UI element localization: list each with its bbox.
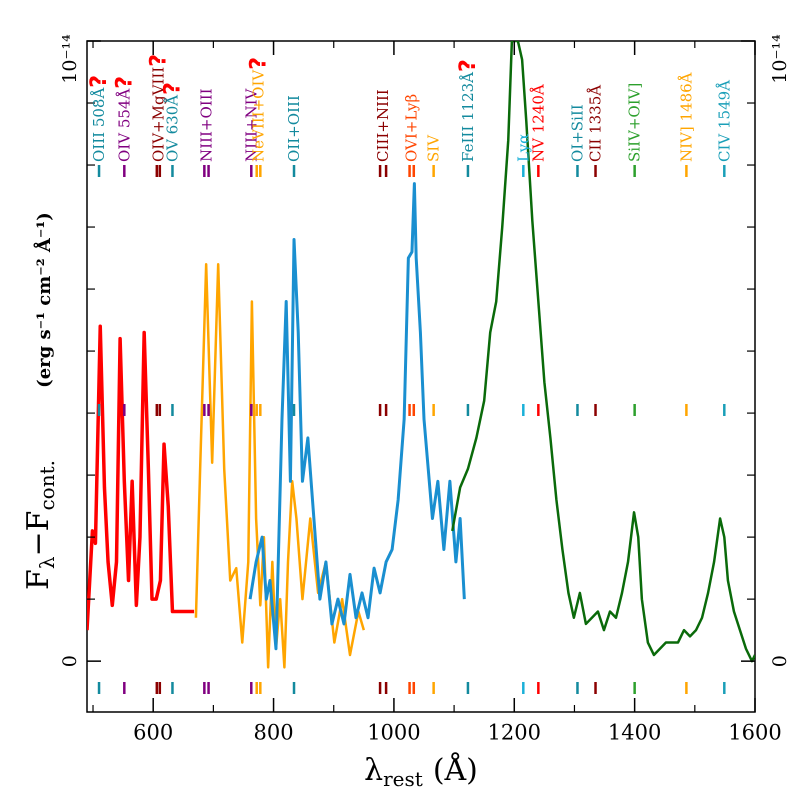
line-label-text: OII+OIII: [285, 95, 303, 162]
x-tick-label: 800: [254, 721, 294, 745]
y-tick-label: 10⁻¹⁴: [769, 34, 791, 84]
y-label-sub: cont.: [35, 460, 59, 511]
x-tick-label: 600: [133, 721, 173, 745]
line-label: OVI+Lyβ: [403, 94, 421, 162]
spectrum-line: [87, 324, 195, 631]
line-label-text: CII 1335Å: [587, 85, 605, 162]
spectrum-line: [451, 41, 755, 663]
line-label: SIV: [425, 134, 443, 162]
line-label: CIV 1549Å: [715, 80, 733, 162]
line-label-query: ?: [247, 57, 272, 70]
line-label-text: FeIII 1123Å: [459, 72, 477, 162]
curves: [87, 41, 755, 669]
line-label: OI+SiII: [568, 104, 586, 162]
line-label: OII+OIII: [285, 95, 303, 162]
line-label-text: CIII+NIII: [374, 89, 392, 162]
line-label-text: OI+SiII: [568, 104, 586, 162]
x-label-unit: (Å): [433, 752, 478, 788]
line-label-text: NIII+NIV: [242, 87, 260, 162]
line-label: OV 630Å?: [160, 82, 185, 162]
line-label: SiIV+OIV]: [626, 83, 644, 162]
y-label-sub: λ: [35, 556, 59, 569]
line-label: NeVIII+OIV?: [247, 57, 272, 162]
line-label-text: SiIV+OIV]: [626, 83, 644, 162]
line-label-text: NeVIII+OIV: [250, 69, 268, 162]
line-label: NIII+OIII: [197, 88, 215, 162]
line-label-text: OIII 508Å: [90, 88, 108, 162]
line-label: NV 1240Å: [529, 84, 547, 162]
line-label: Lyα: [514, 134, 532, 162]
line-label-text: CIV 1549Å: [715, 80, 733, 162]
x-label-subscript: rest: [383, 767, 423, 791]
line-label-text: OIV 554Å: [115, 89, 133, 162]
line-label-query: ?: [112, 76, 137, 89]
line-label: FeIII 1123Å?: [456, 59, 481, 162]
line-label-text: OV 630Å: [163, 95, 181, 162]
spectrum-line: [248, 182, 466, 651]
y-tick-label: 0: [59, 655, 81, 667]
x-tick-label: 1200: [488, 721, 541, 745]
line-label-text: Lyα: [514, 134, 532, 162]
x-axis-label: λrest (Å): [364, 752, 478, 791]
y-label-main: F: [21, 569, 56, 590]
y-tick-label: 0: [769, 655, 791, 667]
line-label: CII 1335Å: [587, 85, 605, 162]
x-tick-label: 1600: [728, 721, 781, 745]
line-label-text: OVI+Lyβ: [403, 94, 421, 162]
line-label-query: ?: [146, 54, 171, 67]
line-label: NIII+NIV: [242, 87, 260, 162]
x-tick-label: 1000: [367, 721, 420, 745]
line-label: OIV+MgVIII?: [146, 54, 171, 162]
line-label: CIII+NIII: [374, 89, 392, 162]
line-label-text: OIV+MgVIII: [149, 67, 167, 162]
y-axis-unit: (erg s⁻¹ cm⁻² Å⁻¹): [32, 212, 55, 388]
x-tick-label: 1400: [608, 721, 661, 745]
x-label-symbol: λ: [364, 753, 383, 788]
line-label-query: ?: [160, 82, 185, 95]
line-label-query: ?: [87, 75, 112, 88]
line-label: OIV 554Å?: [112, 76, 137, 162]
plot-frame: [86, 40, 756, 713]
line-label: NIV] 1486Å: [677, 72, 695, 162]
y-label-mid: −F: [21, 511, 56, 557]
line-label-text: SIV: [425, 134, 443, 162]
line-label-text: NV 1240Å: [529, 84, 547, 162]
line-label-query: ?: [456, 59, 481, 72]
line-label: OIII 508Å?: [87, 75, 112, 162]
y-tick-label: 10⁻¹⁴: [59, 34, 81, 84]
y-axis-label: Fλ−Fcont.: [21, 460, 59, 590]
line-label-text: NIII+OIII: [197, 88, 215, 162]
line-label-text: NIV] 1486Å: [677, 72, 695, 162]
